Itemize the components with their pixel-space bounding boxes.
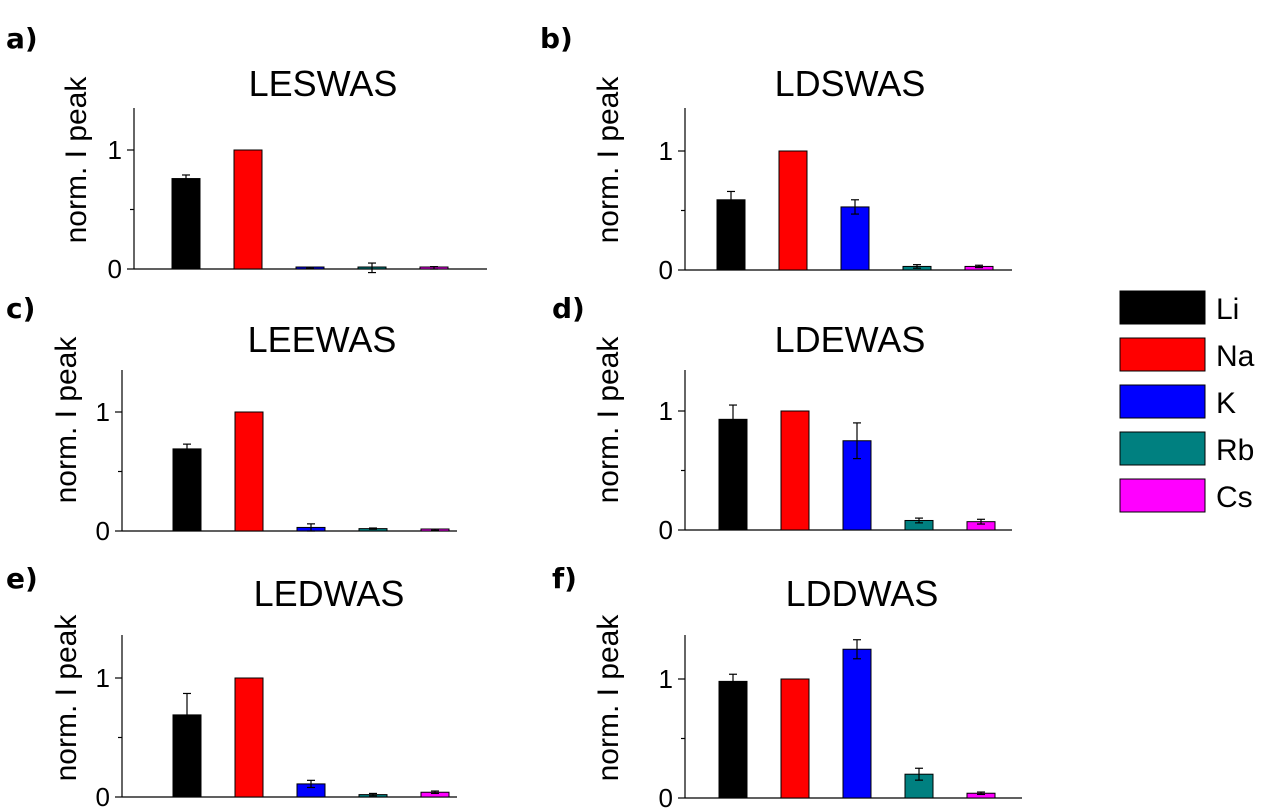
bar-na	[233, 149, 263, 270]
y-tick-label: 0	[659, 255, 673, 285]
legend-label-cs: Cs	[1216, 481, 1253, 514]
bar-li	[716, 199, 746, 271]
bar-li	[718, 680, 748, 799]
bar-na	[234, 411, 264, 532]
bar-li	[718, 418, 748, 531]
y-axis-label: norm. I peak	[592, 614, 625, 782]
legend-label-na: Na	[1216, 340, 1255, 373]
y-tick-label: 0	[659, 515, 673, 545]
panel-letter: e)	[6, 562, 38, 595]
panel-letter: a)	[6, 22, 38, 55]
panel-title: LEDWAS	[254, 573, 405, 614]
panel-title: LDSWAS	[775, 63, 926, 104]
panel-title: LESWAS	[249, 63, 398, 104]
y-tick-label: 1	[96, 663, 110, 693]
legend-label-li: Li	[1216, 293, 1239, 326]
panel-title: LDDWAS	[786, 573, 939, 614]
panel-title: LEEWAS	[248, 319, 397, 360]
bar-na	[780, 410, 810, 531]
legend-label-rb: Rb	[1216, 434, 1254, 467]
legend-swatch-k	[1119, 384, 1206, 419]
y-tick-label: 1	[108, 135, 122, 165]
bar-k	[840, 206, 870, 271]
y-tick-label: 1	[659, 664, 673, 694]
bar-na	[780, 678, 810, 799]
legend-swatch-na	[1119, 337, 1206, 372]
legend-label-k: K	[1216, 387, 1236, 420]
chart-panel-1: a) LESWAS norm. I peak 0 1	[6, 22, 487, 284]
bar-na	[778, 150, 808, 271]
chart-panel-6: f) LDDWAS norm. I peak 0 1	[552, 562, 1022, 812]
y-tick-label: 0	[96, 516, 110, 546]
panel-letter: f)	[552, 562, 577, 595]
legend-swatch-li	[1119, 290, 1206, 325]
y-tick-label: 1	[96, 397, 110, 427]
y-axis-label: norm. I peak	[592, 336, 625, 504]
chart-panel-4: d) LDEWAS norm. I peak 0 1	[552, 292, 1012, 545]
panel-letter: c)	[6, 292, 35, 325]
y-axis-label: norm. I peak	[50, 614, 83, 782]
chart-panel-2: b) LDSWAS norm. I peak 0 1	[540, 22, 1012, 285]
panel-letter: d)	[552, 292, 585, 325]
bar-li	[171, 178, 201, 270]
legend-swatch-rb	[1119, 431, 1206, 466]
y-axis-label: norm. I peak	[60, 76, 93, 244]
y-tick-label: 1	[659, 136, 673, 166]
panel-title: LDEWAS	[775, 319, 926, 360]
y-tick-label: 0	[108, 254, 122, 284]
legend: Li Na K Rb Cs	[1119, 290, 1255, 514]
y-tick-label: 1	[659, 396, 673, 426]
y-tick-label: 0	[96, 782, 110, 812]
legend-swatch-cs	[1119, 478, 1206, 513]
y-tick-label: 0	[659, 783, 673, 812]
y-axis-label: norm. I peak	[50, 336, 83, 504]
bar-na	[234, 677, 264, 798]
chart-panel-5: e) LEDWAS norm. I peak 0 1	[6, 562, 457, 812]
chart-panel-3: c) LEEWAS norm. I peak 0 1	[6, 292, 457, 546]
bar-k	[842, 648, 872, 799]
y-axis-label: norm. I peak	[592, 76, 625, 244]
panel-letter: b)	[540, 22, 573, 55]
bar-li	[172, 448, 202, 532]
